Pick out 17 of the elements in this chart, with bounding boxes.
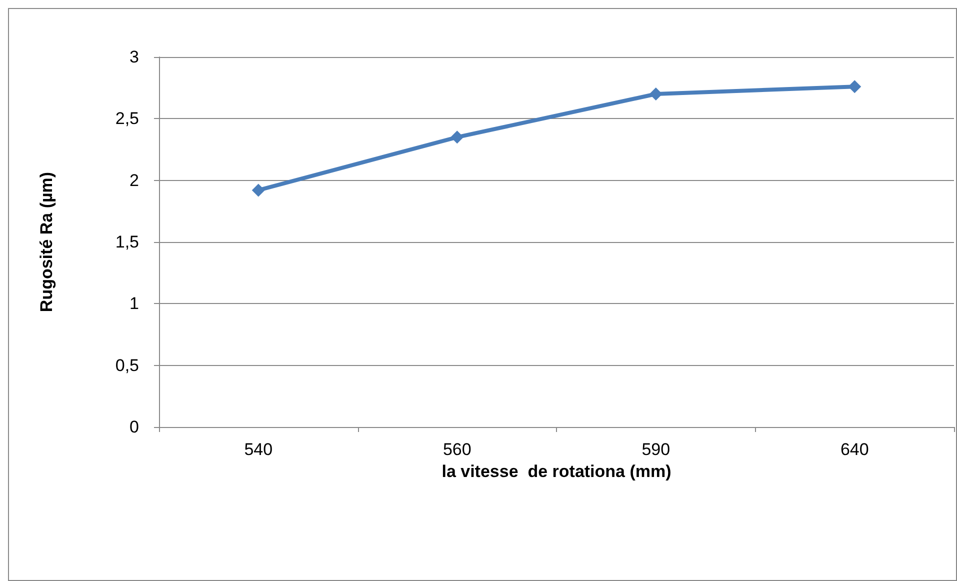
x-tick-label: 590 (642, 440, 670, 459)
point (450, 130, 464, 144)
y-axis-title: Rugosité Ra (µm) (37, 172, 56, 312)
x-tick-label: 640 (840, 440, 869, 459)
x-tick-label: 540 (244, 440, 273, 459)
y-tick-label: 1 (130, 294, 139, 314)
x-tick-label: 560 (442, 440, 472, 459)
point (649, 88, 662, 100)
y-tick-label: 2 (130, 170, 139, 190)
y-tick-label: 1,5 (115, 232, 139, 252)
y-tick-label: 2,5 (115, 109, 139, 128)
point (848, 80, 862, 94)
x-axis-title: la vitesse de rotationa (mm) (442, 462, 672, 481)
y-tick-label: 3 (130, 48, 139, 66)
y-tick-label: 0 (130, 418, 139, 436)
y-tick-label: 0,5 (115, 356, 139, 375)
point (252, 184, 265, 197)
